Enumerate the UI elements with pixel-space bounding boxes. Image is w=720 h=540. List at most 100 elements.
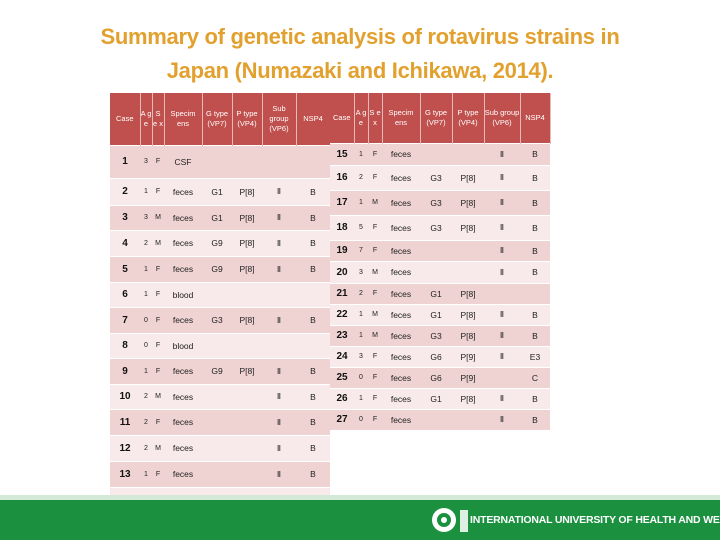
table-cell: G1 xyxy=(202,204,232,230)
right-header-col-7: NSP4 xyxy=(520,93,551,143)
table-cell: 2 xyxy=(140,434,152,461)
table-cell xyxy=(232,144,262,178)
table-cell: B xyxy=(520,260,550,283)
table-cell: B xyxy=(296,306,330,333)
table-cell: 15 xyxy=(330,142,354,165)
table-cell: G3 xyxy=(420,164,452,190)
table-cell: P[8] xyxy=(232,204,262,230)
table-cell: P[8] xyxy=(452,189,484,215)
title-line-2: Japan (Numazaki and Ichikawa, 2014). xyxy=(166,58,554,83)
table-cell: B xyxy=(520,214,550,240)
table-cell: B xyxy=(520,142,550,165)
table-cell: F xyxy=(152,357,164,384)
table-cell: Ⅱ xyxy=(484,387,520,409)
table-cell: F xyxy=(152,306,164,333)
table-cell: 3 xyxy=(354,260,368,283)
table-cell: B xyxy=(296,229,330,256)
table-cell: 7 xyxy=(354,239,368,261)
table-cell: B xyxy=(520,324,550,346)
table-cell: 19 xyxy=(330,239,354,261)
table-cell: 6 xyxy=(110,281,140,307)
table-cell xyxy=(296,281,330,307)
table-cell: 13 xyxy=(110,460,140,487)
table-cell: M xyxy=(152,434,164,461)
seal-ring xyxy=(437,513,451,527)
table-cell: Ⅱ xyxy=(262,177,296,205)
table-cell xyxy=(232,460,262,487)
table-cell: feces xyxy=(382,408,420,430)
left-header-col-4: G type (VP7) xyxy=(202,93,233,145)
table-cell xyxy=(202,281,232,307)
table-cell: B xyxy=(520,189,550,215)
table-cell: F xyxy=(368,142,382,165)
left-header-col-6: Sub group (VP6) xyxy=(262,93,297,145)
table-cell xyxy=(452,260,484,283)
table-cell: F xyxy=(368,387,382,409)
table-cell: Ⅱ xyxy=(262,460,296,487)
table-cell: P[8] xyxy=(232,306,262,333)
table-cell xyxy=(232,408,262,435)
table-cell xyxy=(232,332,262,358)
table-cell: M xyxy=(368,260,382,283)
table-cell: 1 xyxy=(140,255,152,282)
table-cell: 27 xyxy=(330,408,354,430)
table-cell: M xyxy=(368,324,382,346)
table-cell: G1 xyxy=(420,387,452,409)
table-cell: 16 xyxy=(330,164,354,190)
table-cell xyxy=(232,434,262,461)
table-row: 1 3 F CSF xyxy=(110,144,330,178)
right-header-col-0: Case xyxy=(330,93,355,143)
table-cell: 3 xyxy=(354,345,368,367)
table-cell: P[8] xyxy=(452,324,484,346)
table-cell: 7 xyxy=(110,306,140,333)
right-header-col-4: G type (VP7) xyxy=(420,93,453,143)
table-cell xyxy=(202,460,232,487)
table-cell: feces xyxy=(382,324,420,346)
left-header-col-3: Specim ens xyxy=(164,93,203,145)
table-cell xyxy=(232,281,262,307)
table-cell: B xyxy=(520,164,550,190)
table-cell: 17 xyxy=(330,189,354,215)
table-cell: 0 xyxy=(354,408,368,430)
table-cell: 3 xyxy=(140,144,152,178)
table-cell: 11 xyxy=(110,408,140,435)
table-cell: E3 xyxy=(520,345,550,367)
table-cell: feces xyxy=(382,345,420,367)
table-cell: F xyxy=(152,281,164,307)
table-cell: M xyxy=(152,383,164,409)
table-cell: Ⅱ xyxy=(262,255,296,282)
table-cell: F xyxy=(368,239,382,261)
table-cell: 1 xyxy=(354,189,368,215)
table-cell xyxy=(262,332,296,358)
table-cell xyxy=(484,366,520,388)
table-cell: Ⅱ xyxy=(484,260,520,283)
table-cell xyxy=(420,142,452,165)
table-cell: Ⅱ xyxy=(262,357,296,384)
table-cell: P[9] xyxy=(452,345,484,367)
footer-bar xyxy=(0,500,720,540)
table-cell: 8 xyxy=(110,332,140,358)
table-cell xyxy=(452,142,484,165)
table-cell: blood xyxy=(164,332,202,358)
table-cell: 9 xyxy=(110,357,140,384)
table-cell: F xyxy=(152,408,164,435)
table-cell xyxy=(296,332,330,358)
table-cell: 3 xyxy=(110,204,140,230)
title-line-1: Summary of genetic analysis of rotavirus… xyxy=(100,24,620,49)
table-cell: 18 xyxy=(330,214,354,240)
table-cell: B xyxy=(296,255,330,282)
table-cell: 1 xyxy=(140,281,152,307)
table-cell: feces xyxy=(164,383,202,409)
